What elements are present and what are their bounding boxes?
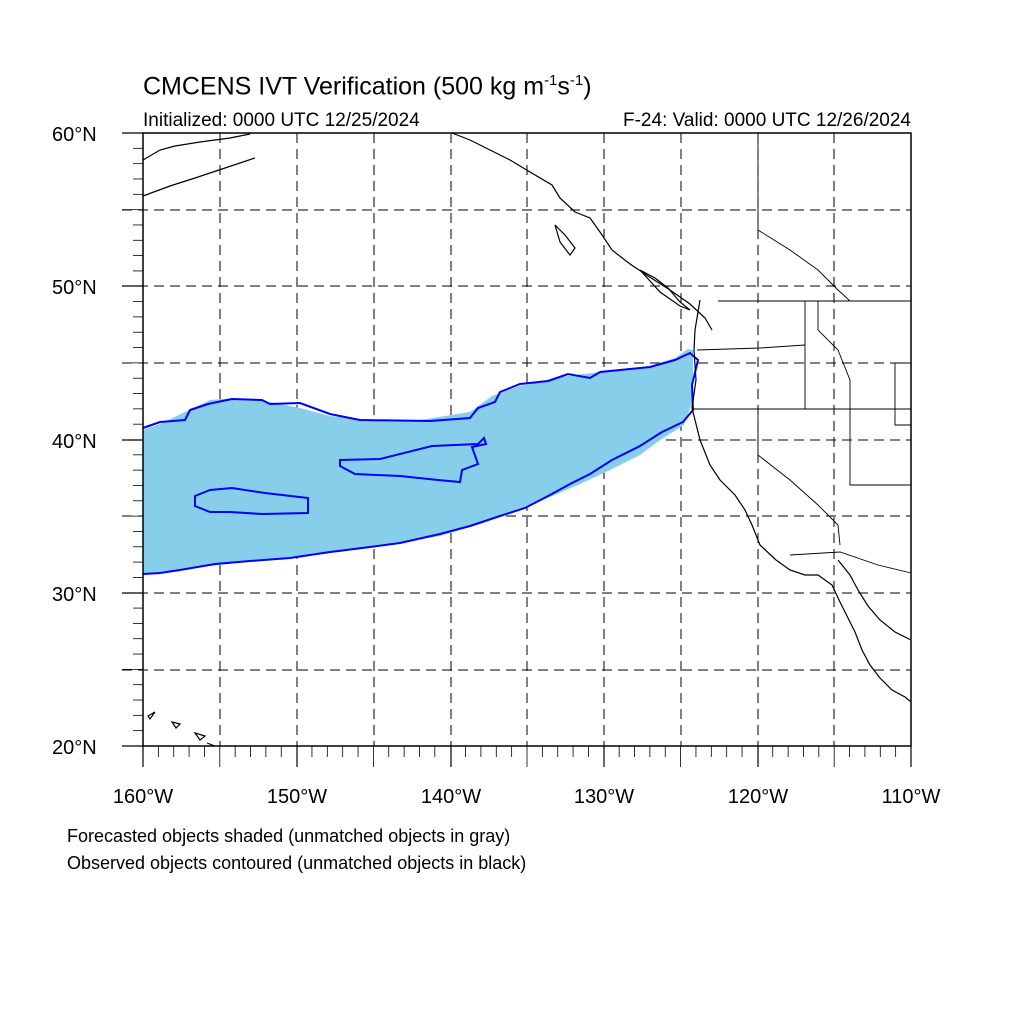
- lon-label-160w: 160°W: [112, 786, 174, 808]
- valid-time-label: F-24: Valid: 0000 UTC 12/26/2024: [623, 110, 911, 131]
- coastlines: [142, 132, 912, 747]
- border-mt-wy: [894, 362, 911, 426]
- canada-islands: [554, 224, 691, 311]
- note-forecast: Forecasted objects shaded (unmatched obj…: [67, 826, 511, 846]
- border-ca-nv: [757, 409, 841, 546]
- observed-hole-central: [339, 436, 488, 484]
- border-or-wa: [696, 344, 806, 351]
- note-observed: Observed objects contoured (unmatched ob…: [67, 853, 527, 873]
- minor-ticks: [122, 147, 897, 767]
- lon-label-140w: 140°W: [420, 786, 482, 808]
- observed-main-contour: [142, 351, 700, 575]
- baja-gulf-coast: [837, 559, 912, 641]
- hawaii-islands: [147, 711, 216, 747]
- observed-ivt-contours: [142, 351, 700, 575]
- lon-label-150w: 150°W: [266, 786, 328, 808]
- lat-label-20: 20°N: [52, 737, 97, 759]
- lon-label-130w: 130°W: [573, 786, 635, 808]
- border-bc: [757, 133, 851, 302]
- forecast-ivt-object: [143, 349, 693, 574]
- us-west-coast: [691, 299, 912, 703]
- lat-label-40: 40°N: [52, 431, 97, 453]
- alaska-panhandle: [451, 132, 713, 331]
- map-title: CMCENS IVT Verification (500 kg m-1s-1): [143, 72, 592, 101]
- axis-ticks: [122, 132, 912, 767]
- border-idaho: [804, 301, 851, 409]
- lat-label-50: 50°N: [52, 277, 97, 299]
- alaska-coast: [142, 133, 256, 197]
- border-us-mexico: [789, 551, 912, 574]
- border-nv-az: [849, 409, 911, 486]
- lat-label-60: 60°N: [52, 124, 97, 146]
- initialized-label: Initialized: 0000 UTC 12/25/2024: [143, 110, 420, 131]
- lat-label-30: 30°N: [52, 584, 97, 606]
- political-boundaries: [693, 133, 912, 574]
- lon-label-110w: 110°W: [881, 786, 941, 808]
- lon-label-120w: 120°W: [727, 786, 789, 808]
- observed-hole-west: [194, 486, 309, 516]
